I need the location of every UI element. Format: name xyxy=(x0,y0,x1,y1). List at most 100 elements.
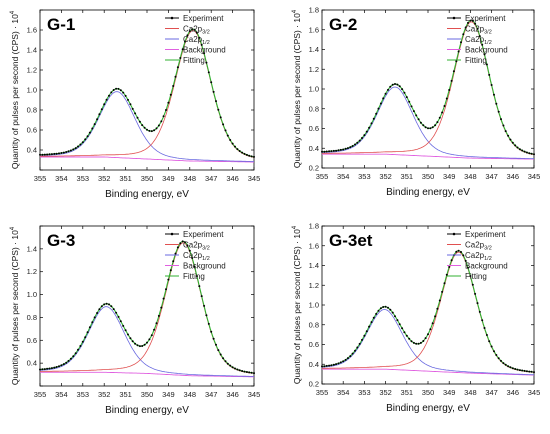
experiment-point xyxy=(43,368,46,371)
x-tick-label: 354 xyxy=(337,388,350,397)
experiment-point xyxy=(146,341,148,344)
panel-label: G-1 xyxy=(47,15,75,34)
experiment-point xyxy=(495,354,498,356)
experiment-point xyxy=(105,302,108,305)
experiment-point xyxy=(387,306,389,309)
experiment-point xyxy=(41,153,44,156)
experiment-point xyxy=(238,150,241,152)
y-tick-label: 0.8 xyxy=(309,104,319,113)
x-tick-label: 349 xyxy=(162,390,175,399)
experiment-point xyxy=(429,127,432,130)
experiment-point xyxy=(358,139,361,142)
experiment-point xyxy=(186,244,189,247)
experiment-point xyxy=(138,345,141,348)
experiment-point xyxy=(108,303,110,306)
experiment-point xyxy=(110,91,113,94)
experiment-point xyxy=(481,319,484,322)
experiment-point xyxy=(443,282,446,285)
background-curve xyxy=(322,153,534,160)
legend-label: Fitting xyxy=(183,56,205,65)
experiment-point xyxy=(96,118,99,121)
experiment-point xyxy=(398,323,401,326)
experiment-point xyxy=(117,315,120,318)
experiment-point xyxy=(533,153,535,156)
experiment-point xyxy=(358,342,361,345)
experiment-point xyxy=(448,89,451,91)
x-tick-label: 346 xyxy=(507,172,520,181)
experiment-point xyxy=(528,152,531,155)
experiment-point xyxy=(119,320,122,323)
panel-g-1: 355 354 353 352 351 350 349 348 347 346 345 0.4 0.6 0… xyxy=(10,9,260,200)
experiment-point xyxy=(478,310,481,313)
experiment-point xyxy=(497,110,500,113)
experiment-point xyxy=(429,328,432,331)
experiment-point xyxy=(467,21,469,24)
experiment-point xyxy=(105,98,108,101)
y-tick-label: 1.6 xyxy=(309,241,319,250)
experiment-point xyxy=(382,97,385,100)
experiment-point xyxy=(323,365,326,368)
x-tick-label: 350 xyxy=(422,388,435,397)
experiment-point xyxy=(321,150,323,153)
y-tick-label: 0.6 xyxy=(309,124,319,133)
legend-label-subscript: 3/2 xyxy=(202,246,210,252)
legend-background: Background xyxy=(447,46,508,55)
y-tick-label: 1.6 xyxy=(309,25,319,34)
x-tick-label: 352 xyxy=(98,390,111,399)
experiment-point xyxy=(50,367,53,370)
experiment-point xyxy=(490,345,493,348)
experiment-point xyxy=(65,151,68,153)
x-tick-label: 352 xyxy=(98,174,111,183)
experiment-point xyxy=(502,124,505,127)
experiment-point xyxy=(58,152,60,155)
legend-label-subscript: 1/2 xyxy=(484,40,492,46)
experiment-point xyxy=(325,364,328,367)
y-tick-label: 1.0 xyxy=(27,86,37,95)
experiment-point xyxy=(91,321,94,324)
experiment-point xyxy=(243,152,246,155)
experiment-point xyxy=(514,144,517,147)
y-tick-label: 1.8 xyxy=(309,6,319,15)
experiment-point xyxy=(521,369,524,372)
experiment-point xyxy=(167,278,170,281)
experiment-point xyxy=(86,135,89,138)
experiment-point xyxy=(205,61,208,64)
experiment-point xyxy=(507,365,510,368)
experiment-point xyxy=(134,112,137,115)
legend-marker xyxy=(170,16,174,20)
experiment-point xyxy=(243,370,246,373)
x-tick-label: 347 xyxy=(485,388,498,397)
experiment-point xyxy=(169,93,172,96)
experiment-point xyxy=(112,89,115,91)
experiment-point xyxy=(241,370,244,372)
experiment-point xyxy=(431,322,434,325)
experiment-point xyxy=(46,367,49,370)
experiment-point xyxy=(417,118,420,121)
experiment-point xyxy=(146,128,148,131)
plot-frame xyxy=(39,225,255,387)
experiment-point xyxy=(455,60,458,63)
experiment-point xyxy=(222,123,225,126)
x-tick-label: 348 xyxy=(464,388,477,397)
experiment-point xyxy=(457,249,460,252)
experiment-point xyxy=(253,372,255,375)
y-axis-label: Quantity of pulses per second (CPS) · 10… xyxy=(292,225,302,384)
experiment-point xyxy=(424,126,427,129)
experiment-point xyxy=(81,141,84,144)
experiment-point xyxy=(157,124,160,127)
experiment-point xyxy=(493,350,495,353)
experiment-point xyxy=(349,355,352,358)
experiment-point xyxy=(124,329,127,332)
experiment-point xyxy=(521,149,524,152)
y-tick-label: 0.8 xyxy=(27,106,37,115)
experiment-point xyxy=(86,331,89,334)
experiment-point xyxy=(389,308,392,311)
x-tick-label: 354 xyxy=(55,174,68,183)
experiment-point xyxy=(91,127,94,130)
experiment-point xyxy=(356,141,359,144)
experiment-point xyxy=(181,240,184,243)
x-tick-label: 355 xyxy=(34,390,47,399)
experiment-point xyxy=(518,369,521,372)
experiment-point xyxy=(391,311,394,314)
